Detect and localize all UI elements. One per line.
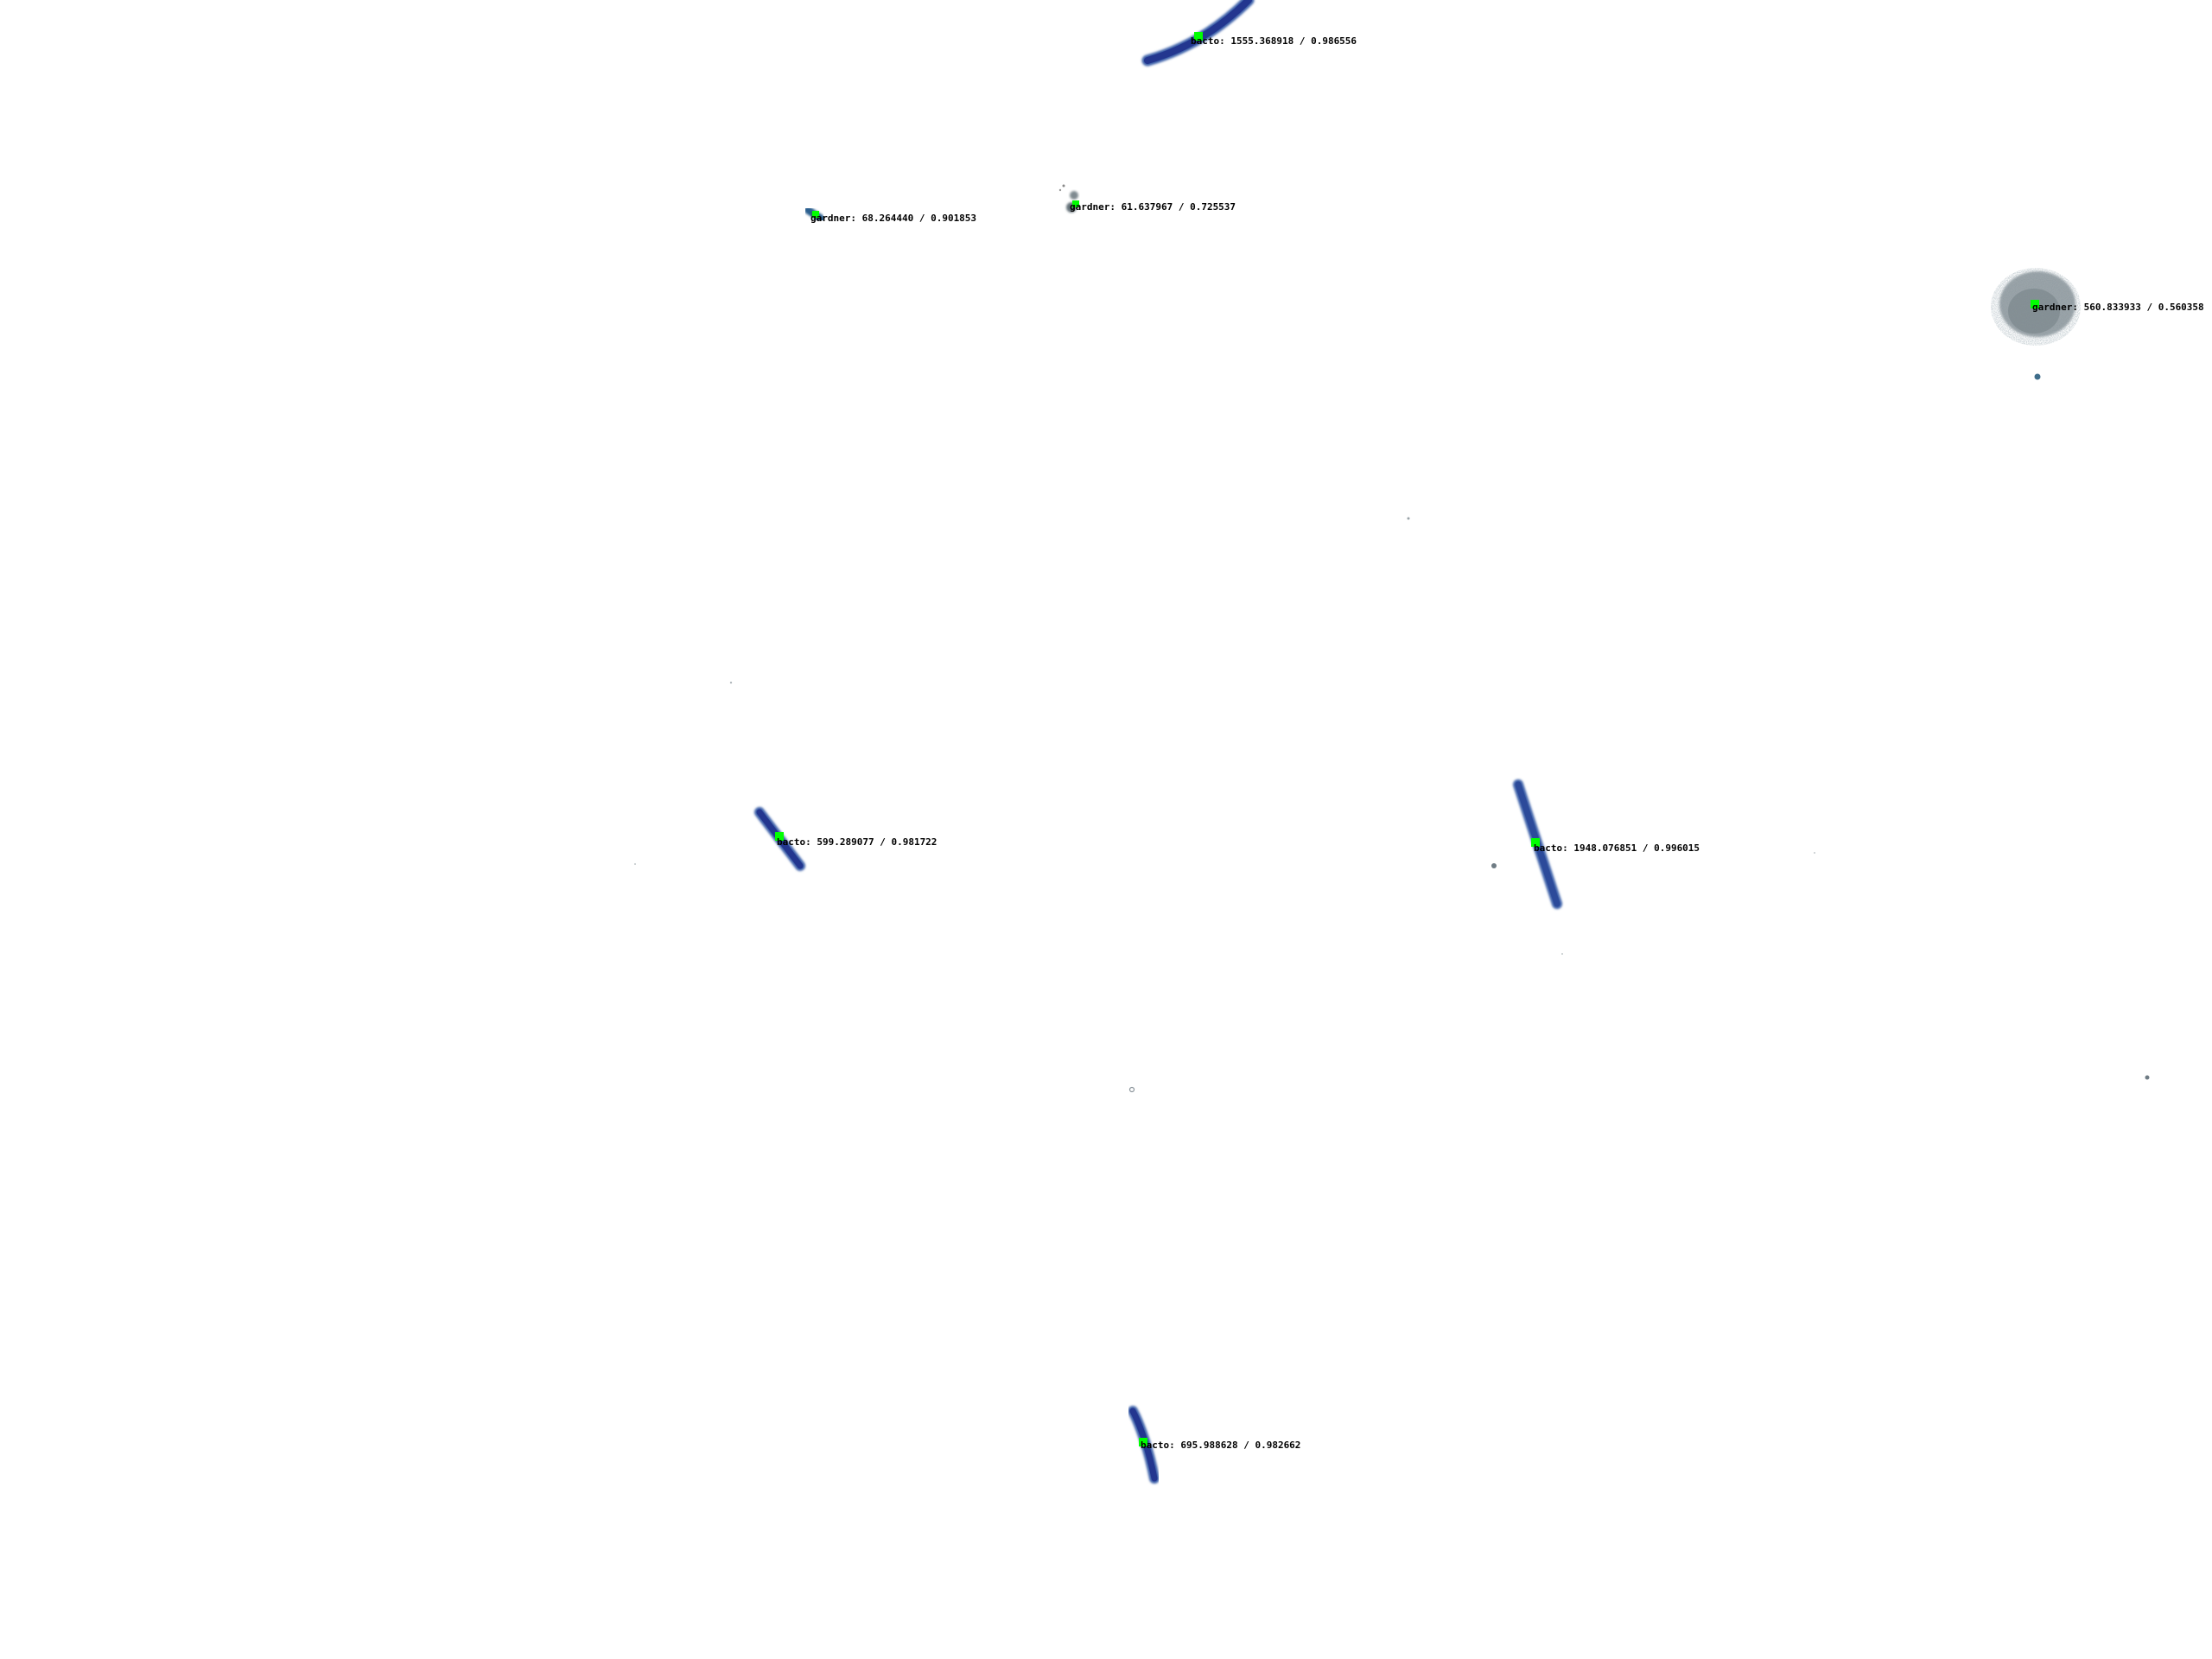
centroid-marker — [1139, 1438, 1147, 1446]
centroid-marker — [775, 832, 784, 841]
detection-label: bacto: 1555.368918 / 0.986556 — [1191, 35, 1357, 47]
centroid-marker — [1194, 32, 1203, 41]
centroid-marker — [1072, 200, 1079, 207]
detection-label: bacto: 599.289077 / 0.981722 — [777, 836, 938, 848]
cluster-1 — [804, 206, 825, 223]
detection-label: bacto: 1948.076851 / 0.996015 — [1534, 842, 1700, 854]
detection-label: gardner: 68.264440 / 0.901853 — [810, 213, 977, 224]
bacterium-6 — [1128, 1406, 1160, 1484]
bacterium-0 — [1141, 0, 1255, 67]
centroid-marker — [1531, 838, 1540, 847]
bacterium-5 — [1513, 779, 1562, 909]
centroid-marker — [2031, 300, 2039, 308]
detection-label: bacto: 695.988628 / 0.982662 — [1141, 1440, 1301, 1451]
cluster-2 — [1058, 184, 1079, 213]
detection-label: gardner: 560.833933 / 0.560358 — [2032, 302, 2204, 313]
debris — [634, 517, 2150, 1093]
cluster-3 — [1991, 268, 2081, 380]
bacterium-4 — [754, 807, 805, 871]
detection-label: gardner: 61.637967 / 0.725537 — [1070, 201, 1236, 213]
centroid-marker — [812, 211, 819, 218]
